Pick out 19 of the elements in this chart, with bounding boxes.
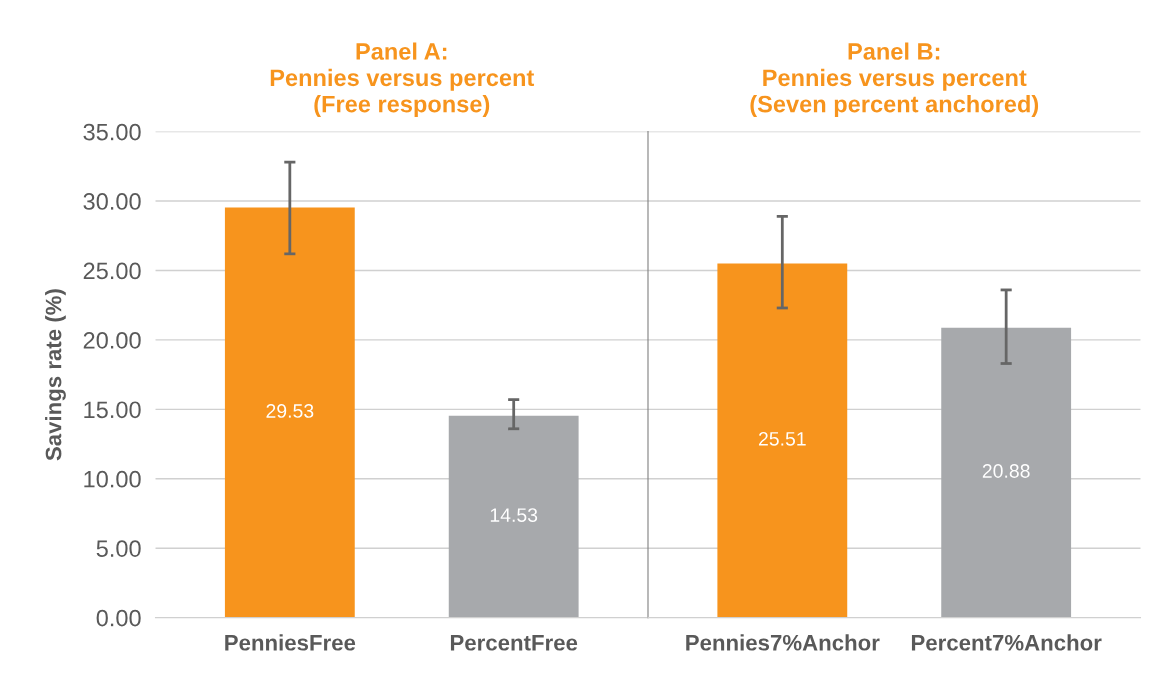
y-tick-label: 30.00 bbox=[83, 193, 141, 210]
y-tick-label: 35.00 bbox=[83, 123, 141, 141]
x-tick-label: PercentFree bbox=[450, 635, 578, 651]
y-tick-label: 20.00 bbox=[83, 331, 141, 349]
y-tick-label: 15.00 bbox=[84, 401, 141, 419]
data-label: 14.53 bbox=[490, 508, 538, 522]
y-axis-title: Savings rate (%) bbox=[45, 289, 66, 461]
data-label: 20.88 bbox=[982, 464, 1030, 478]
x-tick-label: PenniesFree bbox=[225, 634, 356, 651]
y-tick-label: 25.00 bbox=[83, 262, 141, 280]
chart-title: Panel B: Pennies versus percent (Seven percent anchored) bbox=[750, 42, 1039, 118]
y-tick-label: 10.00 bbox=[84, 470, 141, 488]
data-label: 29.53 bbox=[266, 404, 314, 418]
y-tick-label: 0.00 bbox=[96, 609, 141, 627]
data-label: 25.51 bbox=[758, 431, 806, 446]
x-tick-label: Pennies7%Anchor bbox=[686, 634, 880, 651]
y-tick-label: 5.00 bbox=[96, 540, 141, 557]
x-tick-label: Percent7%Anchor bbox=[911, 634, 1102, 651]
chart-title: Panel A: Pennies versus percent (Free response) bbox=[270, 42, 535, 118]
